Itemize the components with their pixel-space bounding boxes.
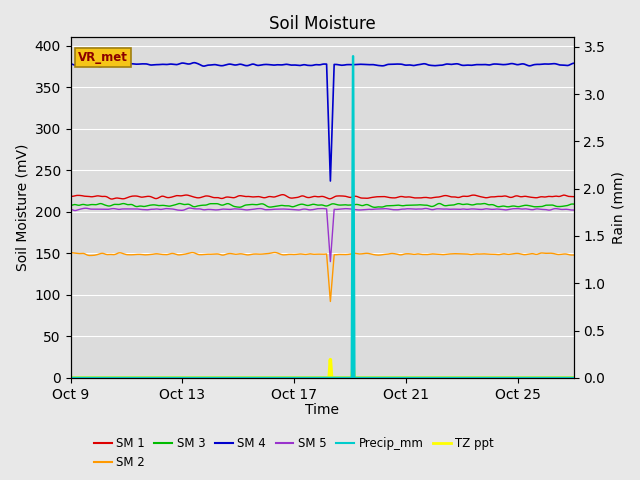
SM 5 xyxy=(435,206,443,212)
SM 1 xyxy=(67,193,74,199)
TZ ppt xyxy=(266,375,274,381)
Line: SM 2: SM 2 xyxy=(70,252,573,301)
TZ ppt xyxy=(67,375,74,381)
SM 2 xyxy=(570,252,577,258)
SM 3 xyxy=(127,202,135,207)
SM 1 xyxy=(129,193,136,199)
SM 2 xyxy=(386,251,394,257)
SM 4 xyxy=(326,178,334,184)
SM 3 xyxy=(481,201,488,206)
SM 2 xyxy=(67,250,74,255)
SM 1 xyxy=(570,194,577,200)
SM 3 xyxy=(570,201,577,207)
Precip_mm xyxy=(349,53,357,59)
SM 5 xyxy=(326,259,334,264)
SM 1 xyxy=(108,196,116,202)
SM 1 xyxy=(268,194,275,200)
Y-axis label: Rain (mm): Rain (mm) xyxy=(611,171,625,244)
SM 1 xyxy=(433,194,440,200)
TZ ppt xyxy=(385,375,392,381)
SM 3 xyxy=(431,203,439,208)
SM 3 xyxy=(434,201,442,207)
SM 1 xyxy=(435,194,443,200)
SM 2 xyxy=(271,250,279,255)
SM 3 xyxy=(385,203,392,209)
SM 3 xyxy=(231,204,239,209)
Line: TZ ppt: TZ ppt xyxy=(70,360,573,378)
Precip_mm xyxy=(266,375,274,381)
SM 2 xyxy=(433,252,440,257)
SM 5 xyxy=(433,206,440,212)
SM 4 xyxy=(386,61,394,67)
X-axis label: Time: Time xyxy=(305,403,339,417)
TZ ppt xyxy=(231,375,239,381)
TZ ppt xyxy=(127,375,135,381)
SM 1 xyxy=(232,194,239,200)
SM 2 xyxy=(127,252,135,258)
SM 5 xyxy=(127,206,135,212)
SM 4 xyxy=(190,60,198,66)
SM 5 xyxy=(232,206,239,212)
SM 1 xyxy=(386,195,394,201)
SM 3 xyxy=(67,203,74,208)
Line: SM 1: SM 1 xyxy=(70,195,573,199)
TZ ppt xyxy=(570,375,577,381)
SM 4 xyxy=(232,62,239,68)
SM 5 xyxy=(67,206,74,212)
SM 2 xyxy=(266,251,274,256)
SM 2 xyxy=(326,299,334,304)
Legend: SM 1, SM 2, SM 3, SM 4, SM 5, Precip_mm, TZ ppt: SM 1, SM 2, SM 3, SM 4, SM 5, Precip_mm,… xyxy=(89,433,499,474)
SM 1 xyxy=(278,192,286,198)
SM 5 xyxy=(570,207,577,213)
SM 5 xyxy=(186,205,193,211)
Precip_mm xyxy=(570,375,577,381)
SM 4 xyxy=(127,61,135,67)
Line: SM 4: SM 4 xyxy=(70,63,573,181)
SM 3 xyxy=(371,204,378,210)
SM 2 xyxy=(231,252,239,257)
SM 3 xyxy=(266,204,274,210)
Precip_mm xyxy=(385,375,392,381)
TZ ppt xyxy=(431,375,439,381)
Precip_mm xyxy=(431,375,439,381)
SM 4 xyxy=(268,62,275,68)
Line: SM 3: SM 3 xyxy=(70,204,573,207)
SM 4 xyxy=(570,60,577,66)
SM 2 xyxy=(435,252,443,257)
SM 4 xyxy=(433,63,440,69)
Precip_mm xyxy=(127,375,135,381)
Line: SM 5: SM 5 xyxy=(70,208,573,262)
SM 4 xyxy=(435,62,443,68)
TZ ppt xyxy=(434,375,442,381)
Precip_mm xyxy=(231,375,239,381)
Precip_mm xyxy=(67,375,74,381)
Line: Precip_mm: Precip_mm xyxy=(70,56,573,378)
TZ ppt xyxy=(326,357,334,362)
SM 5 xyxy=(268,207,275,213)
Text: VR_met: VR_met xyxy=(78,51,128,64)
Precip_mm xyxy=(434,375,442,381)
Title: Soil Moisture: Soil Moisture xyxy=(269,15,376,33)
SM 4 xyxy=(67,61,74,67)
SM 5 xyxy=(386,206,394,212)
Y-axis label: Soil Moisture (mV): Soil Moisture (mV) xyxy=(15,144,29,271)
